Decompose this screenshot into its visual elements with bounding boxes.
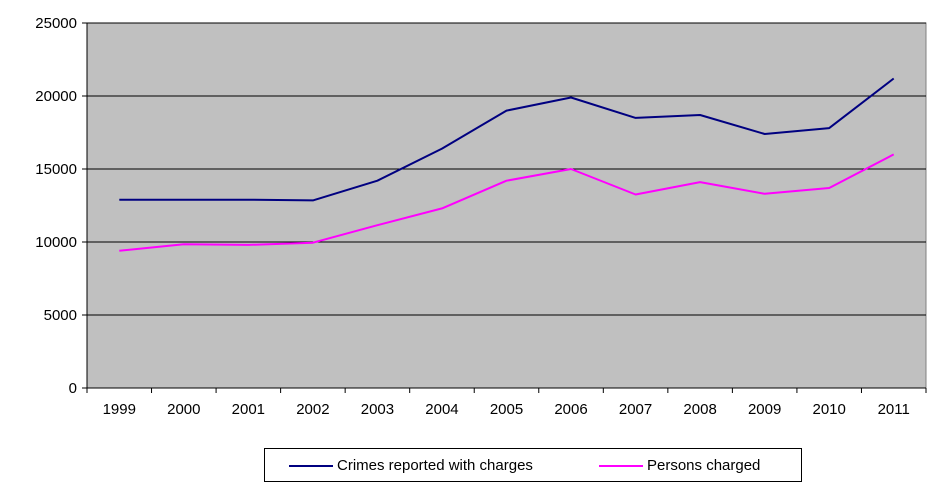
x-tick-label: 2005 <box>490 401 523 418</box>
x-tick-label: 2009 <box>748 401 781 418</box>
x-tick-label: 1999 <box>103 401 136 418</box>
x-tick-label: 2006 <box>554 401 587 418</box>
legend-label-crimes: Crimes reported with charges <box>337 457 533 474</box>
x-tick-label: 2008 <box>683 401 716 418</box>
y-tick-label: 25000 <box>35 15 77 32</box>
x-tick-label: 2001 <box>232 401 265 418</box>
legend-swatch-crimes <box>289 465 333 467</box>
x-tick-label: 2000 <box>167 401 200 418</box>
legend-entry-persons: Persons charged <box>599 457 760 474</box>
y-tick-label: 15000 <box>35 161 77 178</box>
y-tick-label: 0 <box>69 380 77 397</box>
x-tick-label: 2010 <box>813 401 846 418</box>
legend-label-persons: Persons charged <box>647 457 760 474</box>
x-tick-label: 2002 <box>296 401 329 418</box>
y-tick-label: 10000 <box>35 234 77 251</box>
y-tick-label: 5000 <box>44 307 77 324</box>
legend-entry-crimes: Crimes reported with charges <box>289 457 533 474</box>
legend: Crimes reported with charges Persons cha… <box>264 448 802 482</box>
x-tick-label: 2004 <box>425 401 458 418</box>
y-tick-label: 20000 <box>35 88 77 105</box>
x-tick-label: 2007 <box>619 401 652 418</box>
x-tick-label: 2003 <box>361 401 394 418</box>
line-chart: 0 5000 10000 15000 20000 25000 1999 2000 2001 200… <box>0 0 934 448</box>
plot-area <box>87 23 926 388</box>
x-tick-label: 2011 <box>878 401 910 418</box>
legend-swatch-persons <box>599 465 643 467</box>
